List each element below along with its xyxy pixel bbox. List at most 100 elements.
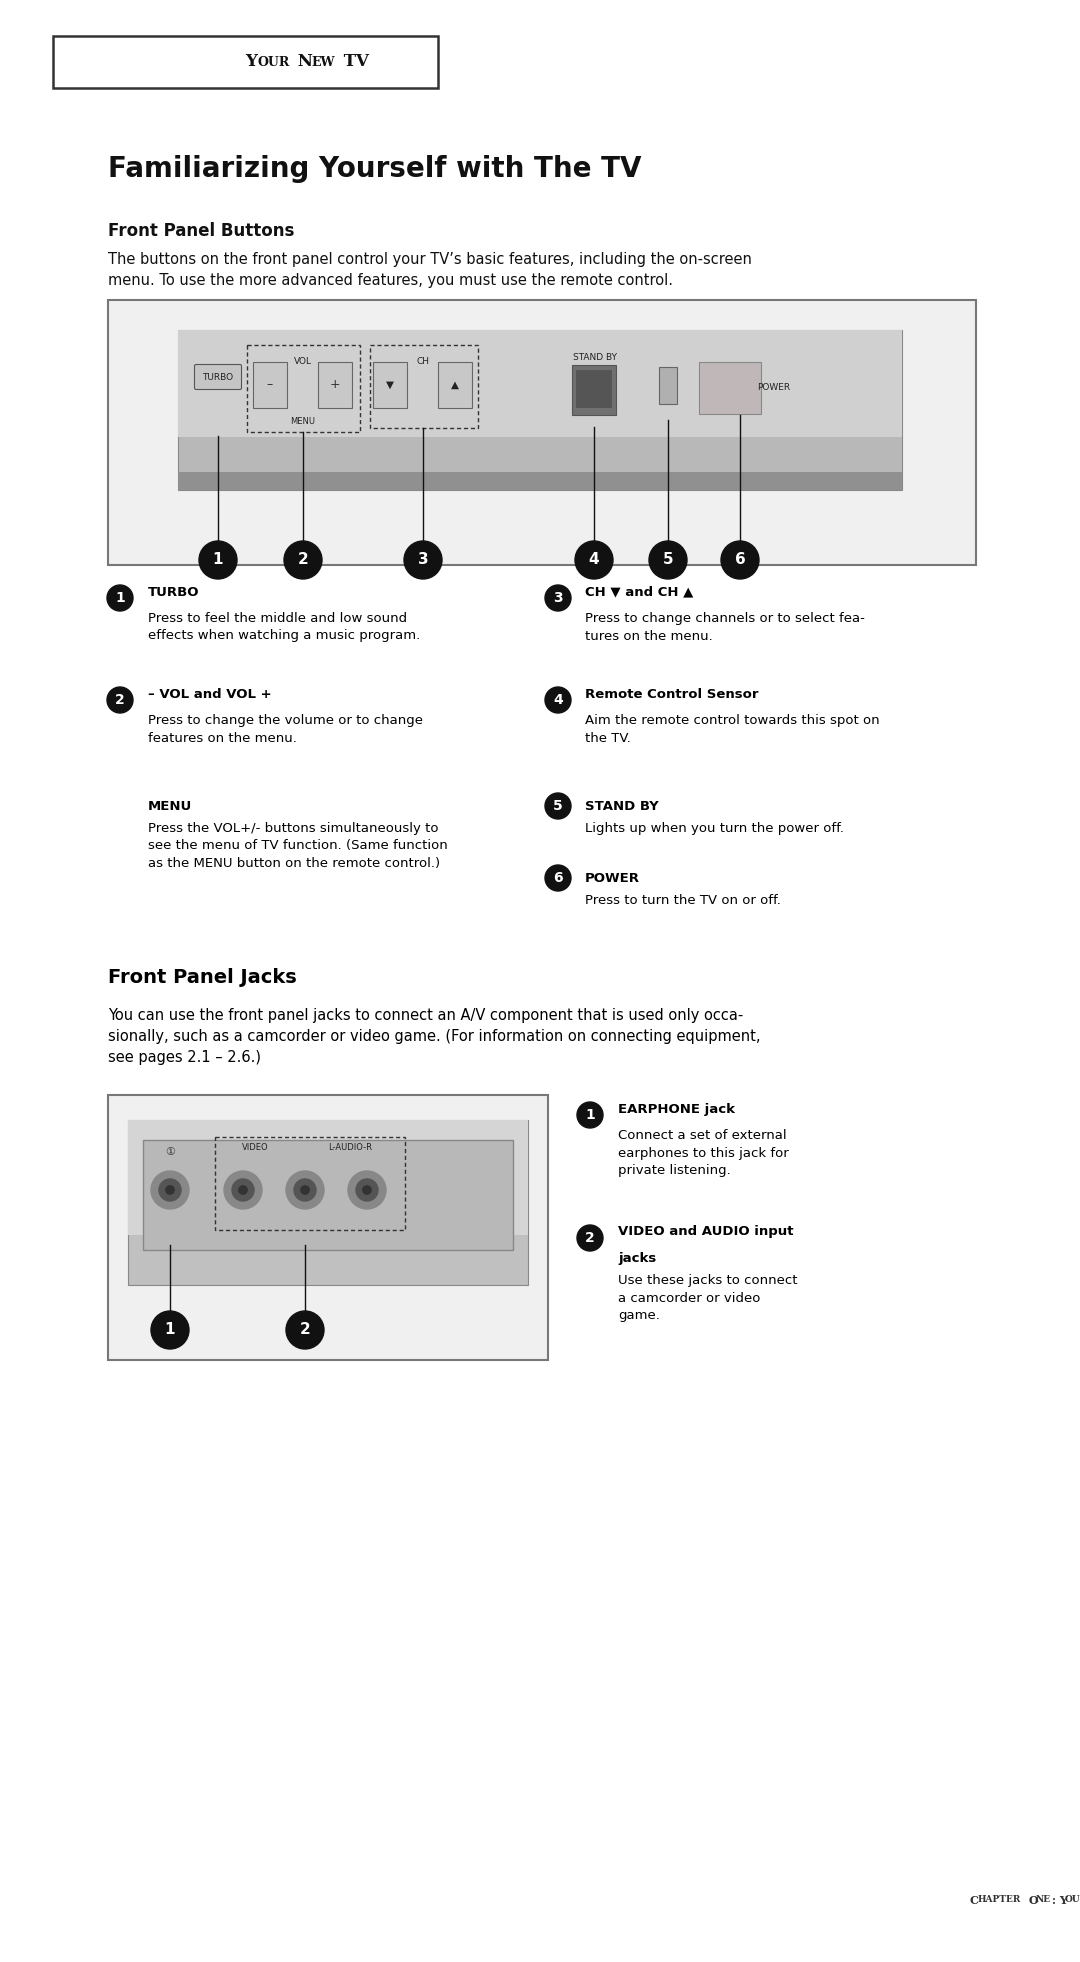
Text: 3: 3 xyxy=(418,553,429,567)
Circle shape xyxy=(575,542,613,579)
Text: 2: 2 xyxy=(298,553,309,567)
Text: EARPHONE jack: EARPHONE jack xyxy=(618,1103,735,1116)
Text: 3: 3 xyxy=(553,591,563,604)
Text: 6: 6 xyxy=(734,553,745,567)
Text: HAPTER: HAPTER xyxy=(978,1895,1022,1905)
Circle shape xyxy=(649,542,687,579)
Circle shape xyxy=(151,1311,189,1350)
Circle shape xyxy=(348,1171,386,1209)
Text: –: – xyxy=(267,379,273,392)
FancyBboxPatch shape xyxy=(373,363,407,408)
Text: VIDEO and AUDIO input: VIDEO and AUDIO input xyxy=(618,1226,794,1238)
Text: Familiarizing Yourself with The TV: Familiarizing Yourself with The TV xyxy=(108,155,642,182)
Circle shape xyxy=(577,1224,603,1252)
Text: Press to change channels or to select fea-
tures on the menu.: Press to change channels or to select fe… xyxy=(585,612,865,642)
Text: STAND BY: STAND BY xyxy=(573,353,617,363)
Circle shape xyxy=(404,542,442,579)
FancyBboxPatch shape xyxy=(659,367,677,404)
Text: MENU: MENU xyxy=(148,800,192,812)
Text: VIDEO: VIDEO xyxy=(242,1144,268,1152)
Circle shape xyxy=(239,1185,247,1195)
Circle shape xyxy=(294,1179,316,1201)
Text: Use these jacks to connect
a camcorder or video
game.: Use these jacks to connect a camcorder o… xyxy=(618,1273,797,1322)
FancyBboxPatch shape xyxy=(108,300,976,565)
FancyBboxPatch shape xyxy=(129,1120,528,1234)
Text: You can use the front panel jacks to connect an A/V component that is used only : You can use the front panel jacks to con… xyxy=(108,1008,760,1065)
Text: Aim the remote control towards this spot on
the TV.: Aim the remote control towards this spot… xyxy=(585,714,879,744)
Text: 2: 2 xyxy=(585,1230,595,1246)
FancyBboxPatch shape xyxy=(178,473,902,490)
FancyBboxPatch shape xyxy=(194,365,242,390)
FancyBboxPatch shape xyxy=(178,330,902,438)
Text: Press to turn the TV on or off.: Press to turn the TV on or off. xyxy=(585,895,781,906)
Text: Connect a set of external
earphones to this jack for
private listening.: Connect a set of external earphones to t… xyxy=(618,1128,788,1177)
FancyBboxPatch shape xyxy=(108,1095,548,1360)
Circle shape xyxy=(363,1185,372,1195)
Circle shape xyxy=(151,1171,189,1209)
Circle shape xyxy=(356,1179,378,1201)
Text: OUR: OUR xyxy=(1065,1895,1080,1905)
Text: EW: EW xyxy=(311,55,335,69)
Circle shape xyxy=(166,1185,174,1195)
Circle shape xyxy=(199,542,237,579)
Text: L-AUDIO-R: L-AUDIO-R xyxy=(328,1144,372,1152)
Circle shape xyxy=(107,585,133,610)
Circle shape xyxy=(545,687,571,712)
FancyBboxPatch shape xyxy=(572,365,616,416)
Circle shape xyxy=(159,1179,181,1201)
FancyBboxPatch shape xyxy=(129,1120,528,1285)
Text: 6: 6 xyxy=(553,871,563,885)
FancyBboxPatch shape xyxy=(53,35,438,88)
FancyBboxPatch shape xyxy=(178,330,902,490)
Text: 1: 1 xyxy=(213,553,224,567)
Text: TV: TV xyxy=(338,53,369,71)
Text: TURBO: TURBO xyxy=(202,373,233,381)
Text: NE: NE xyxy=(1036,1895,1051,1905)
FancyBboxPatch shape xyxy=(143,1140,513,1250)
Text: Press the VOL+/- buttons simultaneously to
see the menu of TV function. (Same fu: Press the VOL+/- buttons simultaneously … xyxy=(148,822,448,869)
Circle shape xyxy=(286,1171,324,1209)
Text: jacks: jacks xyxy=(618,1252,657,1265)
Circle shape xyxy=(577,1103,603,1128)
Circle shape xyxy=(286,1311,324,1350)
Circle shape xyxy=(545,585,571,610)
Text: CH ▼ and CH ▲: CH ▼ and CH ▲ xyxy=(585,585,693,598)
FancyBboxPatch shape xyxy=(699,363,761,414)
Text: OUR: OUR xyxy=(258,55,291,69)
Circle shape xyxy=(284,542,322,579)
Text: Press to change the volume or to change
features on the menu.: Press to change the volume or to change … xyxy=(148,714,423,744)
Text: Front Panel Buttons: Front Panel Buttons xyxy=(108,222,295,239)
Circle shape xyxy=(545,793,571,818)
Text: 2: 2 xyxy=(299,1322,310,1338)
Text: 4: 4 xyxy=(589,553,599,567)
Text: +: + xyxy=(329,379,340,392)
Text: MENU: MENU xyxy=(291,418,315,426)
Text: 1: 1 xyxy=(165,1322,175,1338)
Text: STAND BY: STAND BY xyxy=(585,800,659,812)
Text: Lights up when you turn the power off.: Lights up when you turn the power off. xyxy=(585,822,843,836)
Text: TURBO: TURBO xyxy=(148,585,200,598)
FancyBboxPatch shape xyxy=(253,363,287,408)
Text: Y: Y xyxy=(245,53,257,71)
Text: Press to feel the middle and low sound
effects when watching a music program.: Press to feel the middle and low sound e… xyxy=(148,612,420,642)
Text: – VOL and VOL +: – VOL and VOL + xyxy=(148,687,272,700)
Text: POWER: POWER xyxy=(757,383,791,392)
Text: 1: 1 xyxy=(116,591,125,604)
Text: 2: 2 xyxy=(116,693,125,706)
Text: 5: 5 xyxy=(663,553,673,567)
Circle shape xyxy=(107,687,133,712)
Text: CH: CH xyxy=(417,357,430,367)
Text: 1: 1 xyxy=(585,1109,595,1122)
Text: Remote Control Sensor: Remote Control Sensor xyxy=(585,687,758,700)
Text: Front Panel Jacks: Front Panel Jacks xyxy=(108,967,297,987)
Text: POWER: POWER xyxy=(585,871,640,885)
Circle shape xyxy=(301,1185,309,1195)
Text: ①: ① xyxy=(165,1148,175,1158)
Text: ▼: ▼ xyxy=(386,381,394,390)
Circle shape xyxy=(545,865,571,891)
Text: O: O xyxy=(1025,1895,1039,1905)
FancyBboxPatch shape xyxy=(576,371,612,408)
Text: 5: 5 xyxy=(553,799,563,812)
Text: C: C xyxy=(970,1895,978,1905)
Text: 4: 4 xyxy=(553,693,563,706)
